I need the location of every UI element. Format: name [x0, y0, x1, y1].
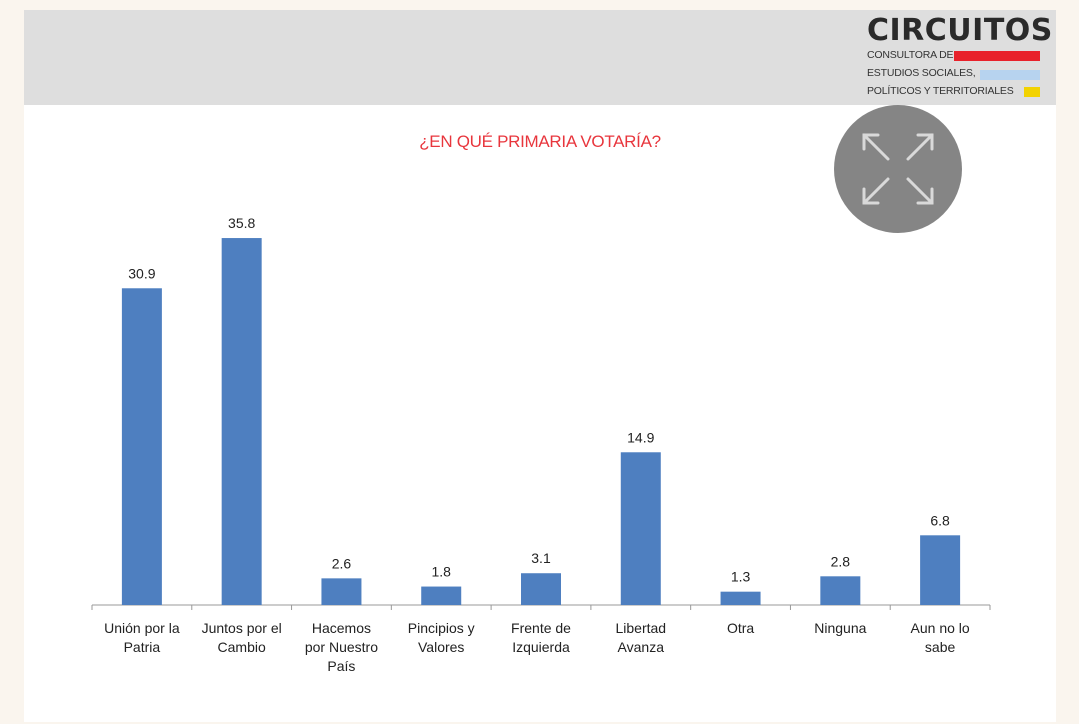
- category-label-line: Hacemos: [312, 620, 371, 636]
- value-label: 3.1: [531, 550, 551, 566]
- category-label-line: Libertad: [615, 620, 666, 636]
- category-label: Otra: [727, 620, 754, 636]
- bar: [920, 535, 961, 605]
- bar: [221, 238, 262, 606]
- value-label: 14.9: [627, 429, 654, 445]
- category-label: Libertad Avanza: [615, 620, 666, 655]
- category-label: Unión por la Patria: [104, 620, 180, 655]
- bar: [421, 586, 462, 605]
- slide: CIRCUITOS CONSULTORA DE ESTUDIOS SOCIALE…: [24, 10, 1056, 722]
- category-label-line: Frente de: [511, 620, 571, 636]
- value-label: 35.8: [228, 215, 255, 231]
- category-label: Aun no lo sabe: [911, 620, 970, 655]
- category-label-line: sabe: [925, 639, 956, 655]
- value-label: 2.8: [831, 553, 851, 569]
- category-label-line: Ninguna: [814, 620, 866, 636]
- category-label: Frente de Izquierda: [511, 620, 571, 655]
- bar: [121, 288, 162, 605]
- value-label: 1.3: [731, 569, 751, 585]
- category-label: Juntos por el Cambio: [202, 620, 282, 655]
- expand-button[interactable]: [834, 105, 962, 233]
- category-label-line: Otra: [727, 620, 754, 636]
- category-label-line: Cambio: [218, 639, 266, 655]
- category-label: Hacemos por Nuestro País: [305, 620, 378, 674]
- logo-line-1: CONSULTORA DE: [867, 49, 954, 61]
- header-band: [24, 10, 1056, 105]
- category-label-line: Juntos por el: [202, 620, 282, 636]
- category-label-line: Unión por la: [104, 620, 180, 636]
- bar: [720, 591, 761, 605]
- value-label: 6.8: [930, 512, 950, 528]
- logo-red-bar: [954, 51, 1040, 61]
- logo-yellow-bar: [1024, 87, 1040, 97]
- bar-chart: 30.9 Unión por la Patria 35.8 Juntos por el C…: [91, 215, 991, 674]
- logo-line-2: ESTUDIOS SOCIALES,: [867, 67, 976, 79]
- category-label-line: Patria: [124, 639, 161, 655]
- expand-arrows-icon: [862, 133, 934, 205]
- value-label: 2.6: [332, 555, 352, 571]
- chart-title: ¿EN QUÉ PRIMARIA VOTARÍA?: [419, 132, 661, 151]
- bar: [521, 573, 561, 605]
- category-label-line: Valores: [418, 639, 464, 655]
- bar: [820, 576, 861, 605]
- category-label: Ninguna: [814, 620, 866, 636]
- bar: [321, 578, 362, 605]
- logo-name: CIRCUITOS: [867, 13, 1053, 48]
- category-label-line: por Nuestro: [305, 639, 378, 655]
- category-label: Pincipios y Valores: [408, 620, 475, 655]
- circuitos-logo: CIRCUITOS CONSULTORA DE ESTUDIOS SOCIALE…: [867, 14, 1052, 102]
- category-label-line: Avanza: [618, 639, 665, 655]
- value-label: 1.8: [431, 564, 451, 580]
- logo-line-3: POLÍTICOS Y TERRITORIALES: [867, 85, 1014, 97]
- category-label-line: Aun no lo: [911, 620, 970, 636]
- value-label: 30.9: [128, 265, 155, 281]
- bar: [620, 452, 661, 605]
- category-label-line: Pincipios y: [408, 620, 475, 636]
- category-label-line: Izquierda: [512, 639, 570, 655]
- logo-blue-bar: [980, 70, 1040, 80]
- category-label-line: País: [327, 658, 355, 674]
